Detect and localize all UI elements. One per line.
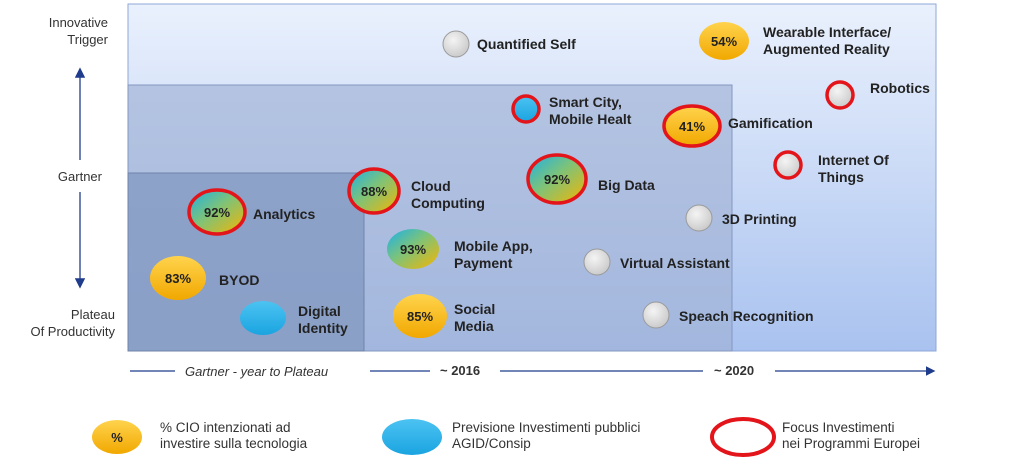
point-label-robotics: Robotics: [870, 80, 930, 96]
y-axis-top-label: Innovative Trigger: [48, 15, 108, 47]
point-label-social-media: Social Media: [454, 301, 496, 334]
point-label-byod: BYOD: [219, 272, 260, 288]
legend-marker-focus: [710, 417, 776, 457]
bubble-gamification: [662, 104, 722, 148]
legend-marker-text-cio: %: [111, 430, 123, 445]
bubble-analytics: [187, 188, 247, 236]
bubble-value-analytics: 92%: [204, 205, 230, 220]
bubble-value-mobile-app-payment: 93%: [400, 242, 426, 257]
bubble-speach-recognition: [642, 301, 670, 329]
bubble-byod: [150, 256, 206, 300]
point-label-virtual-assistant: Virtual Assistant: [620, 255, 730, 271]
legend-marker-cio: [92, 420, 142, 454]
bubble-social-media: [393, 294, 447, 338]
bubble-value-byod: 83%: [165, 271, 191, 286]
legend-text-focus: Focus Investimenti nei Programmi Europei: [782, 420, 921, 451]
bubble-value-cloud-computing: 88%: [361, 184, 387, 199]
bubble-wearable-interface-augmented-reality: [699, 22, 749, 60]
legend-text-agid: Previsione Investimenti pubblici AGID/Co…: [452, 420, 641, 451]
bubble-value-social-media: 85%: [407, 309, 433, 324]
point-label-smart-city-mobile-healt: Smart City, Mobile Healt: [549, 94, 632, 127]
point-label-big-data: Big Data: [598, 177, 655, 193]
point-label-wearable-interface-augmented-reality: Wearable Interface/ Augmented Reality: [763, 24, 892, 57]
bubble-value-wearable-interface-augmented-reality: 54%: [711, 34, 737, 49]
point-label-mobile-app-payment: Mobile App, Payment: [454, 238, 533, 271]
x-tick-2020: ~ 2020: [714, 363, 755, 378]
bubble-big-data: [526, 153, 588, 205]
legend-text-cio: % CIO intenzionati ad investire sulla te…: [160, 420, 308, 451]
point-label-gamification: Gamification: [728, 115, 813, 131]
point-label-internet-of-things: Internet Of Things: [818, 152, 889, 185]
x-axis-label: Gartner - year to Plateau: [185, 364, 329, 379]
point-label-quantified-self: Quantified Self: [477, 36, 576, 52]
y-axis-bottom-label: Plateau Of Productivity: [30, 307, 115, 339]
bubble-smart-city-mobile-healt: [511, 94, 541, 124]
bubble-internet-of-things: [773, 150, 803, 180]
bubble-value-gamification: 41%: [679, 119, 705, 134]
point-label-cloud-computing: Cloud Computing: [411, 178, 485, 211]
point-label-speach-recognition: Speach Recognition: [679, 308, 814, 324]
y-axis-middle-label: Gartner: [57, 169, 102, 184]
point-label-3d-printing: 3D Printing: [722, 211, 797, 227]
legend-marker-agid: [382, 419, 442, 455]
bubble-quantified-self: [442, 30, 470, 58]
bubble-value-big-data: 92%: [544, 172, 570, 187]
point-label-analytics: Analytics: [253, 206, 316, 222]
bubble-3d-printing: [685, 204, 713, 232]
legend-markers: %: [92, 417, 776, 457]
x-tick-2016: ~ 2016: [440, 363, 481, 378]
point-label-digital-identity: Digital Identity: [298, 303, 348, 336]
bubble-mobile-app-payment: [387, 229, 439, 269]
bubbles-layer: 54% 41% 88% 92% 92% 93% 83% 85%: [150, 22, 855, 338]
bubble-digital-identity: [240, 301, 286, 335]
bubble-cloud-computing: [347, 167, 401, 215]
bubble-virtual-assistant: [583, 248, 611, 276]
bubble-robotics: [825, 80, 855, 110]
